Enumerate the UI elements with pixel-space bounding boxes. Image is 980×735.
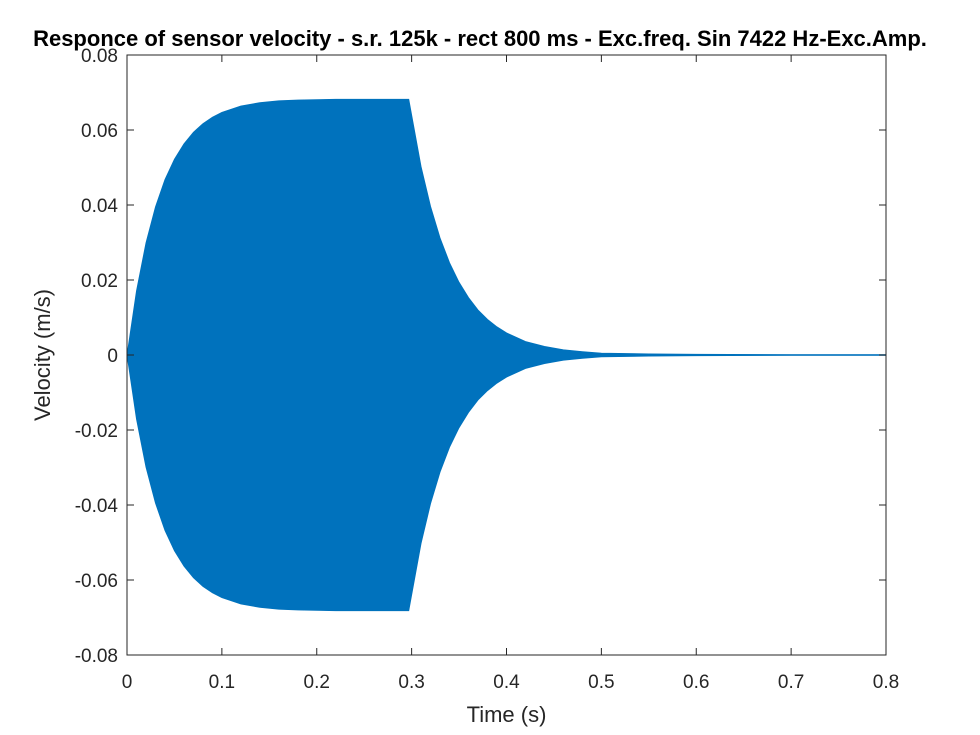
x-tick-label: 0.1 xyxy=(209,672,235,693)
y-tick-label: -0.04 xyxy=(75,496,119,517)
y-tick-label: 0 xyxy=(107,346,118,367)
x-axis-ticks: 0 0.1 0.2 0.3 0.4 0.5 0.6 0.7 0.8 xyxy=(122,55,899,693)
y-tick-label: -0.02 xyxy=(75,421,118,442)
plot-area xyxy=(126,54,887,656)
y-axis-ticks: 0.08 0.06 0.04 0.02 0 -0.02 -0.04 -0.06 -0.08 xyxy=(75,46,886,667)
y-tick-label: 0.02 xyxy=(81,271,118,292)
y-tick-label: 0.08 xyxy=(81,46,118,67)
chart-title: Responce of sensor velocity - s.r. 125k … xyxy=(33,26,927,51)
y-tick-label: -0.06 xyxy=(75,571,118,592)
x-tick-label: 0.7 xyxy=(778,672,804,693)
y-tick-label: 0.04 xyxy=(81,196,118,217)
x-tick-label: 0.8 xyxy=(873,672,899,693)
x-tick-label: 0 xyxy=(122,672,133,693)
x-tick-label: 0.5 xyxy=(588,672,614,693)
x-axis-label: Time (s) xyxy=(467,702,547,727)
y-axis-label: Velocity (m/s) xyxy=(30,289,55,421)
y-tick-label: 0.06 xyxy=(81,121,118,142)
x-tick-label: 0.6 xyxy=(683,672,709,693)
x-tick-label: 0.2 xyxy=(304,672,330,693)
y-tick-label: -0.08 xyxy=(75,646,118,667)
x-tick-label: 0.3 xyxy=(398,672,424,693)
x-tick-label: 0.4 xyxy=(493,672,520,693)
